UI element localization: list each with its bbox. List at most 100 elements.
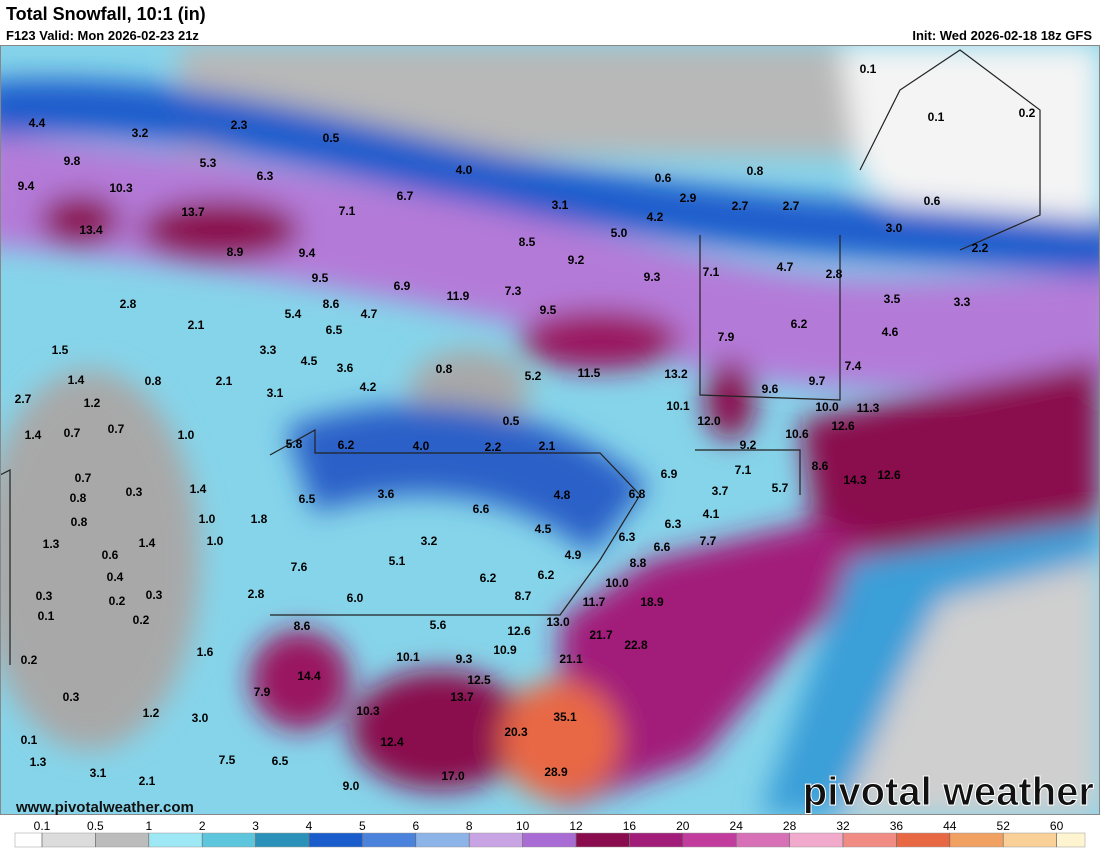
snowfall-label: 4.7 [777,260,794,274]
snowfall-label: 7.6 [291,560,308,574]
snowfall-label: 12.6 [507,624,531,638]
snowfall-label: 2.1 [539,439,556,453]
snowfall-label: 5.7 [772,481,789,495]
snowfall-label: 28.9 [544,765,568,779]
snowfall-label: 9.2 [568,253,585,267]
snowfall-label: 0.8 [71,515,88,529]
colorbar-tick-label: 6 [412,819,419,833]
snowfall-label: 5.6 [430,618,447,632]
colorbar-swatch [148,832,203,848]
snowfall-label: 1.3 [43,537,60,551]
snowfall-label: 1.0 [207,534,224,548]
snowfall-label: 2.7 [15,392,32,406]
snowfall-label: 7.9 [718,330,735,344]
snowfall-label: 35.1 [553,710,577,724]
colorbar-swatch [14,832,43,848]
snowfall-label: 8.6 [294,619,311,633]
snowfall-label: 4.4 [29,116,46,130]
snowfall-label: 0.3 [146,588,163,602]
logo: pivotal weather [803,770,1094,814]
snowfall-label: 9.7 [809,374,826,388]
snowfall-label: 4.2 [360,380,377,394]
snowfall-label: 3.0 [886,221,903,235]
snowfall-label: 0.6 [102,548,119,562]
snowfall-label: 3.0 [192,711,209,725]
snowfall-label: 3.5 [884,292,901,306]
snowfall-label: 10.1 [396,650,420,664]
snowfall-label: 1.4 [139,536,156,550]
colorbar-swatch [575,832,630,848]
snowfall-label: 1.0 [199,512,216,526]
snowfall-label: 10.9 [493,643,517,657]
snowfall-label: 20.3 [504,725,528,739]
snowfall-label: 1.3 [30,755,47,769]
snowfall-label: 0.8 [70,491,87,505]
snowfall-label: 6.6 [473,502,490,516]
snowfall-label: 4.7 [361,307,378,321]
colorbar-tick-label: 28 [783,819,797,833]
snowfall-label: 9.8 [64,154,81,168]
snowfall-label: 0.8 [747,164,764,178]
snowfall-label: 3.6 [337,361,354,375]
snowfall-label: 7.1 [703,265,720,279]
snowfall-label: 5.3 [200,156,217,170]
snowfall-label: 0.8 [436,362,453,376]
snowfall-label: 21.1 [559,652,583,666]
colorbar-tick-label: 5 [359,819,366,833]
colorbar-tick-label: 3 [252,819,259,833]
snowfall-label: 1.5 [52,343,69,357]
snowfall-label: 8.6 [812,459,829,473]
snowfall-label: 6.5 [272,754,289,768]
snowfall-label: 8.7 [515,589,532,603]
snowfall-label: 0.7 [108,422,125,436]
colorbar-swatch [949,832,1004,848]
snowfall-label: 8.8 [630,556,647,570]
snowfall-label: 0.4 [107,570,124,584]
snowfall-label: 12.6 [831,419,855,433]
snowfall-label: 13.0 [546,615,570,629]
snowfall-label: 3.2 [421,534,438,548]
map-field [0,45,1100,815]
colorbar-swatch [308,832,363,848]
colorbar-swatch [1002,832,1057,848]
colorbar-tick-label: 20 [676,819,690,833]
website-watermark: www.pivotalweather.com [15,799,194,816]
snowfall-label: 7.3 [505,284,522,298]
snowfall-label: 8.5 [519,235,536,249]
snowfall-label: 9.5 [540,303,557,317]
snowfall-label: 0.1 [928,110,945,124]
snowfall-label: 2.1 [216,374,233,388]
snowfall-label: 10.0 [815,400,839,414]
colorbar-tick-label: 36 [890,819,904,833]
snowfall-label: 7.9 [254,685,271,699]
snowfall-label: 0.5 [503,414,520,428]
snowfall-label: 2.7 [783,199,800,213]
colorbar-swatch [95,832,150,848]
snowfall-label: 0.5 [323,131,340,145]
snowfall-label: 4.6 [882,325,899,339]
colorbar-tick-label: 12 [569,819,583,833]
snowfall-label: 3.1 [267,386,284,400]
snowfall-label: 10.3 [356,704,380,718]
snowfall-label: 0.2 [1019,106,1036,120]
snowfall-label: 1.4 [68,373,85,387]
snowfall-label: 0.2 [133,613,150,627]
snowfall-label: 0.7 [64,426,81,440]
snowfall-label: 2.7 [732,199,749,213]
snowfall-label: 4.1 [703,507,720,521]
snowfall-label: 6.0 [347,591,364,605]
snowfall-label: 7.1 [339,204,356,218]
snowfall-label: 4.5 [535,522,552,536]
snowfall-label: 0.6 [655,171,672,185]
colorbar-tick-label: 24 [730,819,744,833]
snowfall-label: 6.3 [665,517,682,531]
snowfall-label: 14.3 [843,473,867,487]
snowfall-label: 5.0 [611,226,628,240]
snowfall-label: 6.3 [619,530,636,544]
snowfall-label: 0.2 [109,594,126,608]
snowfall-label: 2.3 [231,118,248,132]
snowfall-label: 0.2 [21,653,38,667]
snowfall-label: 12.0 [697,414,721,428]
snowfall-label: 10.1 [666,399,690,413]
snowfall-label: 0.8 [145,374,162,388]
